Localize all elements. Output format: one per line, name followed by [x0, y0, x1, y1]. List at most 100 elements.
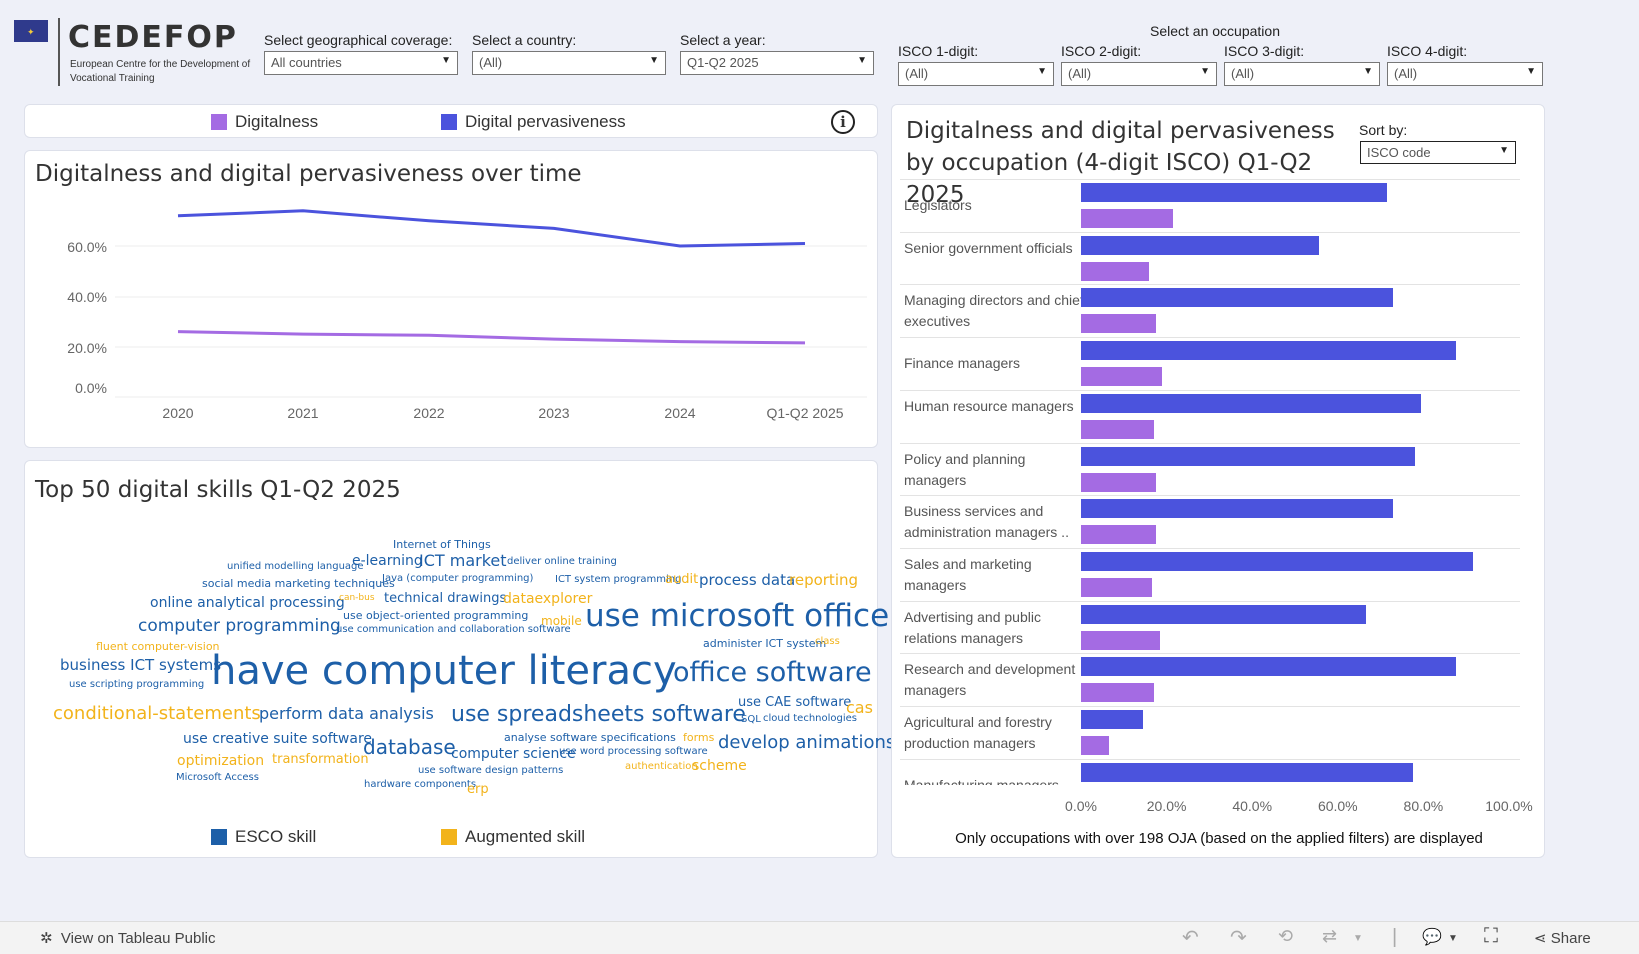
word-cloud-skill[interactable]: Internet of Things	[393, 538, 491, 551]
isco4-select[interactable]: (All) ▼	[1387, 62, 1543, 86]
fullscreen-icon[interactable]: ⛶	[1484, 925, 1498, 947]
word-cloud-skill[interactable]: SQL	[741, 714, 761, 725]
bar-digital-pervasiveness[interactable]	[1081, 288, 1394, 308]
bar-digital-pervasiveness[interactable]	[1081, 183, 1388, 202]
bar-digital-pervasiveness[interactable]	[1081, 341, 1456, 361]
bar-digitalness[interactable]	[1081, 209, 1174, 228]
word-cloud-skill[interactable]: office software	[673, 657, 872, 688]
isco3-select[interactable]: (All) ▼	[1224, 62, 1380, 86]
word-cloud-skill[interactable]: ICT system programming	[555, 574, 682, 585]
word-cloud-skill[interactable]: use object-oriented programming	[343, 609, 529, 622]
word-cloud-skill[interactable]: optimization	[177, 753, 265, 769]
word-cloud-skill[interactable]: social media marketing techniques	[202, 577, 395, 590]
comment-icon[interactable]: 💬	[1422, 929, 1442, 946]
word-cloud-skill[interactable]: deliver online training	[507, 556, 617, 567]
word-cloud-skill[interactable]: develop animations	[718, 732, 896, 753]
bar-digitalness[interactable]	[1081, 630, 1161, 650]
word-cloud-skill[interactable]: Microsoft Access	[176, 772, 259, 783]
word-cloud-skill[interactable]: administer ICT system	[703, 637, 827, 650]
sort-select[interactable]: ISCO code ▼	[1360, 141, 1516, 164]
legend-digitalness[interactable]: Digitalness	[211, 112, 318, 132]
legend-esco-skill[interactable]: ESCO skill	[211, 827, 316, 847]
bar-digitalness[interactable]	[1081, 419, 1154, 439]
undo-icon[interactable]: ↶	[1182, 927, 1199, 949]
word-cloud-skill[interactable]: class	[815, 636, 840, 647]
bar-digitalness[interactable]	[1081, 472, 1156, 492]
word-cloud-skill[interactable]: cloud technologies	[763, 713, 858, 724]
word-cloud-skill[interactable]: hardware components	[364, 779, 477, 790]
word-cloud-skill[interactable]: authentication	[625, 761, 698, 772]
word-cloud-skill[interactable]: reporting	[789, 571, 859, 589]
occupation-label: Policy and planning managers	[904, 450, 1026, 488]
occupation-label: Human resource managers	[904, 397, 1074, 414]
bar-digital-pervasiveness[interactable]	[1081, 710, 1144, 729]
word-cloud-skill[interactable]: unified modelling language	[227, 561, 364, 572]
word-cloud-skill[interactable]: business ICT systems	[60, 656, 222, 674]
bar-digital-pervasiveness[interactable]	[1081, 235, 1319, 255]
bar-digital-pervasiveness[interactable]	[1081, 604, 1366, 624]
legend-augmented-skill[interactable]: Augmented skill	[441, 827, 585, 847]
legend-digital-pervasiveness[interactable]: Digital pervasiveness	[441, 112, 626, 132]
word-cloud-skill[interactable]: computer science	[451, 746, 576, 762]
word-cloud-skill[interactable]: technical drawings	[384, 591, 507, 606]
bar-digital-pervasiveness[interactable]	[1081, 446, 1415, 466]
series-line-0[interactable]	[177, 209, 806, 248]
word-cloud-skill[interactable]: have computer literacy	[211, 648, 677, 694]
info-icon[interactable]: i	[831, 110, 855, 134]
word-cloud-skill[interactable]: use communication and collaboration soft…	[336, 624, 571, 635]
word-cloud-skill[interactable]: conditional-statements	[53, 703, 261, 724]
word-cloud-skill[interactable]: fluent computer-vision	[96, 640, 220, 653]
refresh-icon[interactable]: ⇄	[1322, 926, 1338, 946]
word-cloud-skill[interactable]: use microsoft office	[585, 598, 890, 634]
word-cloud-skill[interactable]: scheme	[692, 758, 747, 774]
bar-digitalness[interactable]	[1081, 525, 1156, 545]
country-select[interactable]: (All) ▼	[472, 51, 666, 75]
word-cloud-skill[interactable]: transformation	[272, 752, 369, 767]
word-cloud-skill[interactable]: process data	[699, 571, 796, 589]
word-cloud-skill[interactable]: forms	[683, 731, 715, 744]
word-cloud-skill[interactable]: Java (computer programming)	[382, 573, 534, 584]
geo-coverage-select[interactable]: All countries ▼	[264, 51, 458, 75]
chevron-down-icon[interactable]: ▼	[1353, 933, 1363, 944]
word-cloud-skill[interactable]: ICT market	[419, 551, 507, 570]
year-select[interactable]: Q1-Q2 2025 ▼	[680, 51, 874, 75]
word-cloud-skill[interactable]: e-learning	[352, 553, 423, 569]
word-cloud-skill[interactable]: can-bus	[339, 593, 375, 603]
isco2-select[interactable]: (All) ▼	[1061, 62, 1217, 86]
word-cloud-skill[interactable]: perform data analysis	[259, 704, 434, 723]
word-cloud-skill[interactable]: analyse software specifications	[504, 731, 676, 744]
isco1-select[interactable]: (All) ▼	[898, 62, 1054, 86]
bar-digitalness[interactable]	[1081, 261, 1150, 281]
word-cloud-skill[interactable]: use software design patterns	[418, 765, 564, 776]
redo-icon[interactable]: ↷	[1230, 927, 1247, 949]
word-cloud-skill[interactable]: use spreadsheets software	[451, 702, 746, 727]
word-cloud-skill[interactable]: use word processing software	[559, 746, 708, 757]
bar-digitalness[interactable]	[1081, 367, 1163, 387]
word-cloud-skill[interactable]: dataexplorer	[503, 591, 593, 607]
view-on-tableau-public-link[interactable]: ✲ View on Tableau Public	[40, 930, 216, 947]
series-line-1[interactable]	[177, 330, 806, 345]
word-cloud-skill[interactable]: mobile	[541, 614, 582, 628]
word-cloud-skill[interactable]: use scripting programming	[69, 679, 205, 690]
bar-digitalness[interactable]	[1081, 736, 1109, 755]
word-cloud-skill[interactable]: use CAE software	[738, 695, 852, 710]
bar-digital-pervasiveness[interactable]	[1081, 393, 1422, 413]
bar-digitalness[interactable]	[1081, 314, 1156, 334]
bar-digital-pervasiveness[interactable]	[1081, 657, 1456, 677]
bar-digitalness[interactable]	[1081, 683, 1154, 703]
word-cloud-skill[interactable]: erp	[467, 782, 489, 797]
word-cloud-skill[interactable]: online analytical processing	[150, 595, 345, 611]
bar-digital-pervasiveness[interactable]	[1081, 499, 1394, 519]
word-cloud-skill[interactable]: cas	[846, 698, 873, 717]
bar-digital-pervasiveness[interactable]	[1081, 762, 1413, 782]
share-button[interactable]: ⋖ Share	[1534, 930, 1591, 947]
word-cloud-skill[interactable]: computer programming	[138, 616, 341, 636]
revert-icon[interactable]: ⟲	[1278, 926, 1294, 946]
word-cloud-skill[interactable]: use creative suite software	[183, 731, 373, 747]
bar-digitalness[interactable]	[1081, 577, 1152, 597]
word-cloud-skill[interactable]: audit	[665, 572, 699, 587]
chevron-down-icon[interactable]: ▼	[1448, 933, 1458, 944]
bar-digital-pervasiveness[interactable]	[1081, 551, 1473, 571]
separator: |	[1392, 926, 1398, 948]
word-cloud-skill[interactable]: database	[363, 735, 456, 759]
